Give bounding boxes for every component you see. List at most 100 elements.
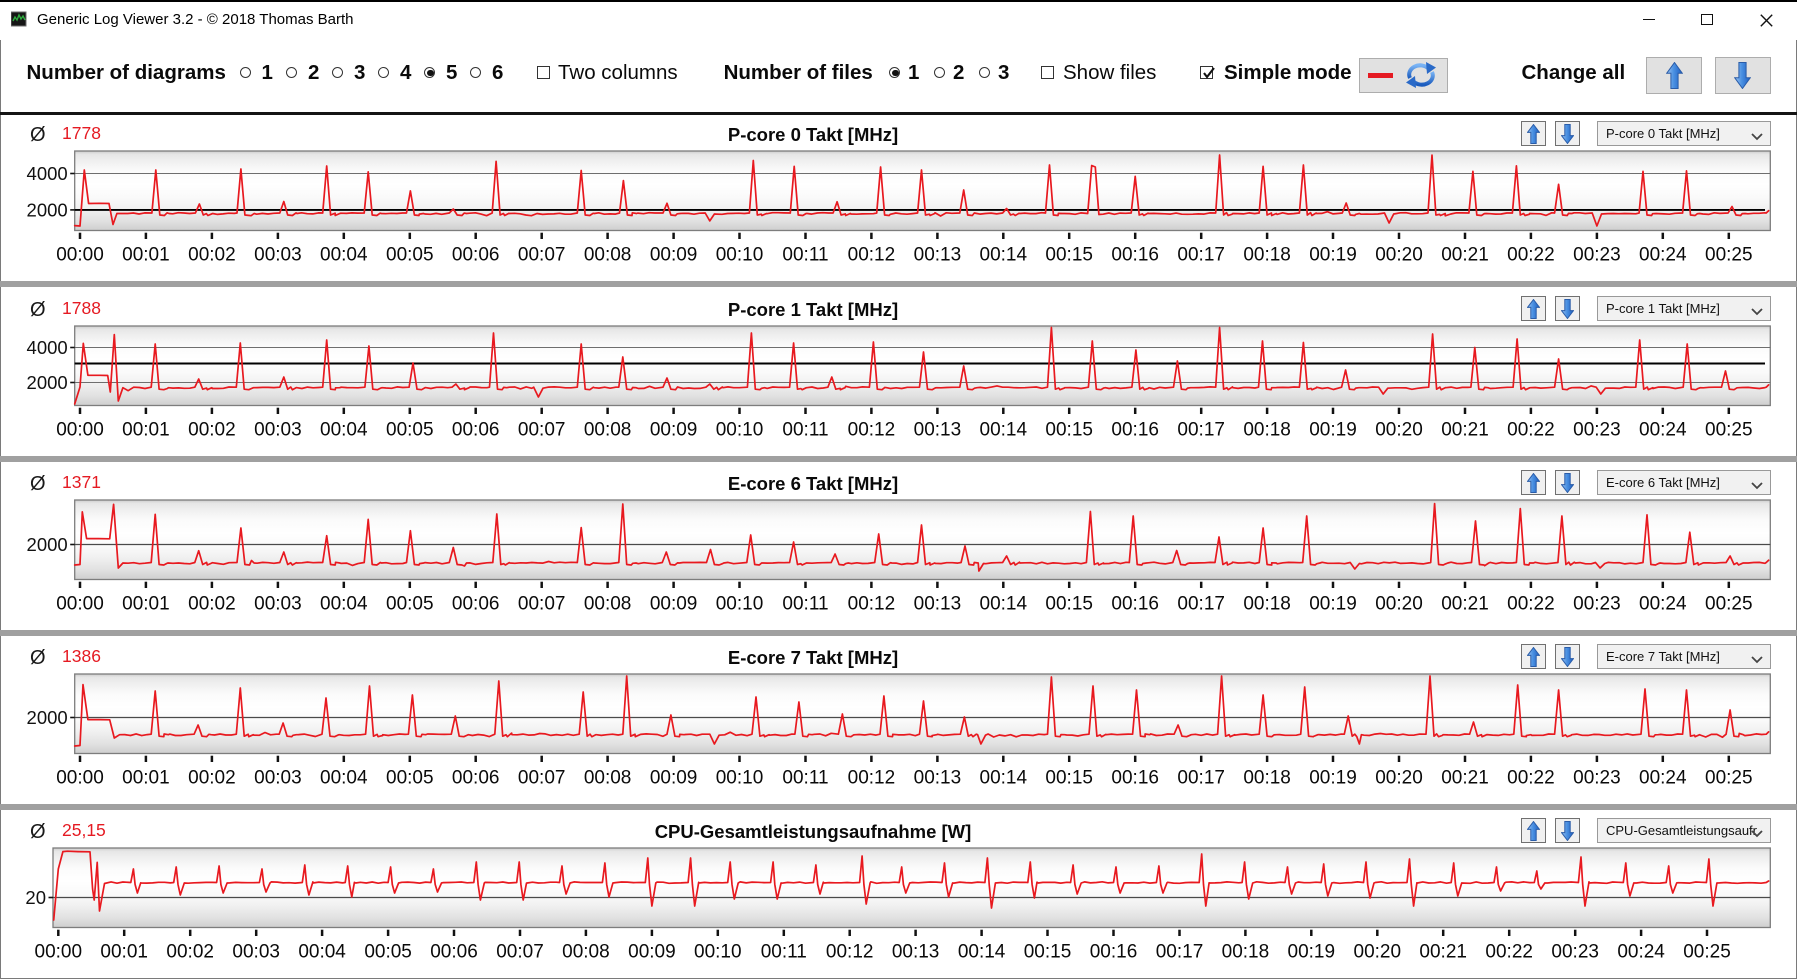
svg-text:00:01: 00:01 — [122, 245, 170, 266]
svg-text:00:11: 00:11 — [782, 420, 828, 441]
svg-text:00:21: 00:21 — [1441, 420, 1489, 441]
svg-text:00:14: 00:14 — [980, 594, 1028, 615]
svg-text:00:23: 00:23 — [1573, 594, 1621, 615]
svg-text:00:18: 00:18 — [1243, 245, 1291, 266]
svg-text:00:16: 00:16 — [1111, 768, 1159, 789]
svg-text:00:25: 00:25 — [1705, 768, 1753, 789]
svg-text:00:11: 00:11 — [782, 768, 828, 789]
svg-text:00:14: 00:14 — [980, 420, 1028, 441]
svg-text:00:17: 00:17 — [1177, 245, 1225, 266]
svg-text:00:16: 00:16 — [1111, 245, 1159, 266]
svg-text:00:10: 00:10 — [694, 942, 742, 963]
svg-text:00:07: 00:07 — [518, 768, 566, 789]
svg-text:00:11: 00:11 — [761, 942, 807, 963]
svg-text:00:15: 00:15 — [1045, 245, 1093, 266]
svg-text:00:08: 00:08 — [584, 594, 632, 615]
svg-text:00:08: 00:08 — [584, 768, 632, 789]
svg-text:00:24: 00:24 — [1639, 768, 1687, 789]
svg-text:00:00: 00:00 — [56, 245, 104, 266]
svg-text:00:05: 00:05 — [386, 594, 434, 615]
svg-text:00:23: 00:23 — [1573, 245, 1621, 266]
svg-text:00:17: 00:17 — [1177, 768, 1225, 789]
svg-text:00:13: 00:13 — [914, 594, 962, 615]
svg-text:00:21: 00:21 — [1441, 594, 1489, 615]
svg-text:00:10: 00:10 — [716, 245, 764, 266]
svg-text:00:24: 00:24 — [1639, 420, 1687, 441]
svg-text:00:19: 00:19 — [1288, 942, 1336, 963]
svg-text:00:14: 00:14 — [980, 768, 1028, 789]
svg-text:00:13: 00:13 — [914, 420, 962, 441]
svg-text:00:16: 00:16 — [1111, 594, 1159, 615]
svg-text:00:03: 00:03 — [254, 420, 302, 441]
svg-text:00:12: 00:12 — [848, 420, 896, 441]
svg-text:00:13: 00:13 — [914, 245, 962, 266]
svg-text:2000: 2000 — [27, 534, 68, 555]
svg-text:00:07: 00:07 — [496, 942, 544, 963]
svg-text:00:05: 00:05 — [386, 768, 434, 789]
svg-text:00:15: 00:15 — [1045, 768, 1093, 789]
svg-text:00:09: 00:09 — [650, 594, 698, 615]
svg-text:00:16: 00:16 — [1090, 942, 1138, 963]
svg-text:2000: 2000 — [27, 372, 68, 393]
svg-text:00:22: 00:22 — [1507, 768, 1555, 789]
svg-text:00:00: 00:00 — [56, 594, 104, 615]
svg-text:2000: 2000 — [27, 707, 68, 728]
svg-text:00:17: 00:17 — [1177, 420, 1225, 441]
svg-text:00:21: 00:21 — [1441, 245, 1489, 266]
svg-text:00:07: 00:07 — [518, 594, 566, 615]
svg-text:00:20: 00:20 — [1375, 420, 1423, 441]
svg-text:00:03: 00:03 — [254, 594, 302, 615]
svg-text:00:13: 00:13 — [914, 768, 962, 789]
svg-text:00:06: 00:06 — [452, 420, 500, 441]
svg-text:00:13: 00:13 — [892, 942, 940, 963]
svg-text:00:08: 00:08 — [584, 245, 632, 266]
svg-text:00:21: 00:21 — [1419, 942, 1467, 963]
svg-text:00:24: 00:24 — [1639, 594, 1687, 615]
svg-text:00:12: 00:12 — [848, 245, 896, 266]
svg-text:00:10: 00:10 — [716, 420, 764, 441]
svg-text:00:06: 00:06 — [452, 768, 500, 789]
svg-text:00:18: 00:18 — [1222, 942, 1270, 963]
svg-text:00:24: 00:24 — [1617, 942, 1665, 963]
svg-text:00:01: 00:01 — [122, 594, 170, 615]
svg-text:00:02: 00:02 — [188, 768, 236, 789]
svg-text:00:22: 00:22 — [1507, 245, 1555, 266]
svg-text:00:19: 00:19 — [1309, 768, 1357, 789]
svg-text:00:00: 00:00 — [35, 942, 83, 963]
svg-text:00:19: 00:19 — [1309, 594, 1357, 615]
svg-text:00:22: 00:22 — [1507, 594, 1555, 615]
svg-text:00:23: 00:23 — [1551, 942, 1599, 963]
svg-text:00:18: 00:18 — [1243, 594, 1291, 615]
svg-text:00:04: 00:04 — [320, 594, 368, 615]
svg-text:00:15: 00:15 — [1045, 594, 1093, 615]
svg-text:00:22: 00:22 — [1485, 942, 1533, 963]
svg-text:00:04: 00:04 — [320, 420, 368, 441]
svg-text:00:15: 00:15 — [1045, 420, 1093, 441]
svg-text:00:17: 00:17 — [1156, 942, 1204, 963]
svg-text:4000: 4000 — [27, 163, 68, 184]
svg-text:00:20: 00:20 — [1375, 245, 1423, 266]
svg-text:00:19: 00:19 — [1309, 420, 1357, 441]
svg-text:00:09: 00:09 — [650, 768, 698, 789]
svg-text:00:18: 00:18 — [1243, 768, 1291, 789]
svg-text:00:07: 00:07 — [518, 245, 566, 266]
svg-text:00:07: 00:07 — [518, 420, 566, 441]
svg-text:00:11: 00:11 — [782, 245, 828, 266]
svg-text:00:20: 00:20 — [1354, 942, 1402, 963]
svg-text:00:02: 00:02 — [188, 245, 236, 266]
svg-text:00:20: 00:20 — [1375, 594, 1423, 615]
svg-text:00:09: 00:09 — [650, 420, 698, 441]
svg-text:00:25: 00:25 — [1705, 245, 1753, 266]
svg-text:00:03: 00:03 — [254, 768, 302, 789]
svg-text:00:05: 00:05 — [386, 420, 434, 441]
svg-text:00:08: 00:08 — [584, 420, 632, 441]
svg-text:00:14: 00:14 — [958, 942, 1006, 963]
svg-text:00:02: 00:02 — [188, 420, 236, 441]
svg-text:00:15: 00:15 — [1024, 942, 1072, 963]
svg-text:00:08: 00:08 — [562, 942, 610, 963]
svg-text:20: 20 — [25, 887, 46, 908]
svg-text:00:16: 00:16 — [1111, 420, 1159, 441]
svg-text:00:03: 00:03 — [232, 942, 280, 963]
svg-text:00:06: 00:06 — [452, 245, 500, 266]
svg-text:00:06: 00:06 — [430, 942, 478, 963]
